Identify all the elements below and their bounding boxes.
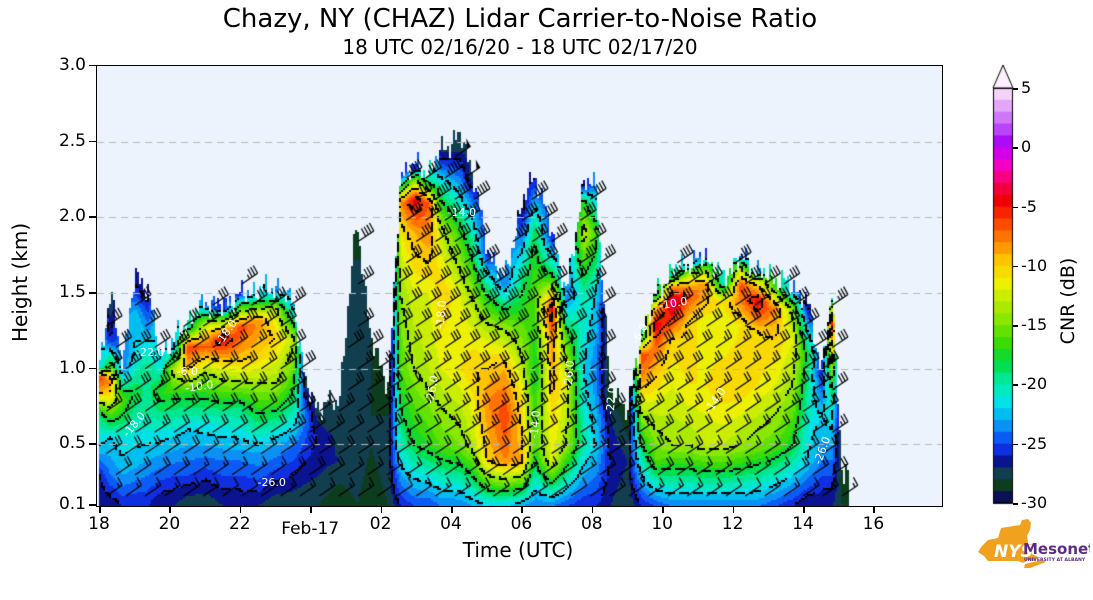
x-tick-mark xyxy=(873,506,875,513)
colorbar-tick-mark xyxy=(1013,503,1018,505)
x-tick-label: 04 xyxy=(440,514,462,534)
y-tick-mark xyxy=(89,216,96,218)
x-tick-label: 18 xyxy=(88,514,110,534)
colorbar-tick-mark xyxy=(1013,384,1018,386)
y-tick-label: 1.5 xyxy=(58,282,86,303)
y-tick-label: 1.0 xyxy=(58,357,86,378)
y-tick-label: 3.0 xyxy=(58,54,86,75)
colorbar-tick-mark xyxy=(1013,325,1018,327)
x-tick-mark xyxy=(380,506,383,513)
x-tick-mark xyxy=(732,506,735,513)
x-tick-mark xyxy=(803,506,805,513)
colorbar-tick-label: 5 xyxy=(1021,78,1032,97)
colorbar-tick-label: -5 xyxy=(1021,196,1037,216)
x-tick-label: 02 xyxy=(369,514,392,534)
x-tick-label: 22 xyxy=(228,514,251,534)
colorbar-tick-label: -10 xyxy=(1021,255,1048,275)
x-tick-mark xyxy=(239,506,242,513)
x-tick-label: Feb-17 xyxy=(281,519,340,539)
logo-tagline: UNIVERSITY AT ALBANY xyxy=(1024,557,1086,563)
y-tick-label: 0.1 xyxy=(58,494,86,514)
colorbar-tick-mark xyxy=(1013,443,1018,446)
x-tick-label: 10 xyxy=(651,514,673,534)
colorbar-tick-label: -30 xyxy=(1021,493,1048,512)
colorbar-tick-label: -15 xyxy=(1021,315,1048,335)
y-tick-mark xyxy=(89,140,96,143)
y-tick-mark xyxy=(89,64,96,67)
colorbar-tick-label: -25 xyxy=(1021,433,1048,453)
x-tick-label: 06 xyxy=(510,514,533,534)
y-tick-label: 0.5 xyxy=(58,433,86,454)
ny-state-shape xyxy=(978,519,1046,568)
y-axis-label: Height (km) xyxy=(8,222,32,342)
x-tick-mark xyxy=(591,506,594,513)
x-tick-label: 12 xyxy=(721,514,744,534)
x-tick-mark xyxy=(521,506,523,513)
logo-mesonet-text: Mesonet xyxy=(1023,540,1090,558)
colorbar-tick-label: -20 xyxy=(1021,374,1048,394)
colorbar-tick-mark xyxy=(1013,147,1018,149)
y-tick-mark xyxy=(89,504,96,506)
x-tick-label: 14 xyxy=(792,514,814,534)
colorbar-tick-mark xyxy=(1013,265,1018,268)
nys-mesonet-logo: NYS Mesonet UNIVERSITY AT ALBANY xyxy=(978,519,1090,568)
colorbar-tick-label: 0 xyxy=(1021,137,1032,157)
logo-nys-text: NYS xyxy=(994,542,1033,562)
subtitle-date-range: 18 UTC 02/16/20 - 18 UTC 02/17/20 xyxy=(342,35,698,59)
colorbar-tick-mark xyxy=(1013,88,1018,90)
x-tick-label: 08 xyxy=(580,514,603,534)
y-tick-label: 2.5 xyxy=(58,130,86,151)
x-tick-mark xyxy=(451,506,453,513)
x-tick-label: 16 xyxy=(862,514,885,534)
colorbar-tick-mark xyxy=(1013,206,1018,209)
x-tick-mark xyxy=(99,506,101,513)
x-axis-label: Time (UTC) xyxy=(462,538,574,562)
x-tick-mark xyxy=(310,506,312,513)
y-tick-mark xyxy=(89,292,96,294)
y-tick-label: 2.0 xyxy=(58,206,86,227)
page-title: Chazy, NY (CHAZ) Lidar Carrier-to-Noise … xyxy=(222,4,818,34)
y-tick-mark xyxy=(89,367,96,370)
x-tick-mark xyxy=(662,506,664,513)
x-tick-label: 20 xyxy=(158,514,181,534)
x-tick-mark xyxy=(169,506,171,513)
cnr-field-canvas xyxy=(97,66,942,506)
colorbar-label: CNR (dB) xyxy=(1057,257,1079,345)
y-tick-mark xyxy=(89,443,96,445)
colorbar xyxy=(991,64,1017,506)
plot-area xyxy=(96,65,943,507)
